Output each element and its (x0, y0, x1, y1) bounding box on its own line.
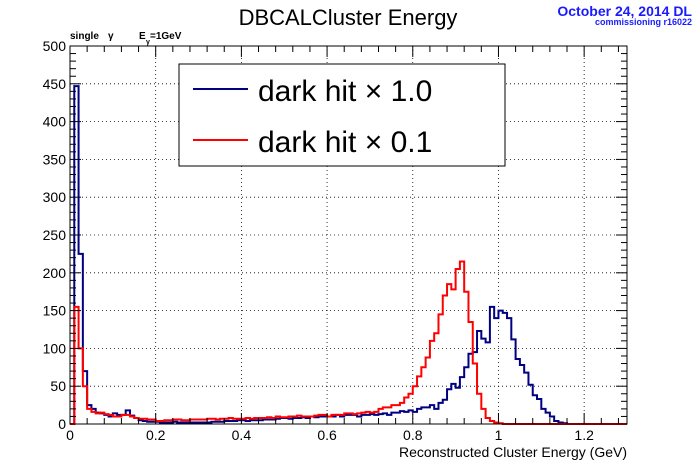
x-axis-title: Reconstructed Cluster Energy (GeV) (399, 444, 627, 460)
y-tick-label: 450 (43, 76, 67, 92)
x-tick-label: 0.6 (317, 427, 337, 443)
annotation-energy-value: =1GeV (150, 31, 182, 42)
tick-labels: 0 0.2 0.4 0.6 0.8 1 1.2 0 50 100 150 200 250 300 350 40… (43, 38, 594, 443)
y-tick-label: 300 (43, 189, 67, 205)
annotation: single γ E γ =1GeV (70, 31, 182, 46)
ticks (69, 45, 627, 425)
y-tick-label: 350 (43, 151, 67, 167)
y-tick-label: 400 (43, 114, 67, 130)
y-tick-label: 200 (43, 265, 67, 281)
x-tick-label: 1 (495, 427, 503, 443)
annotation-energy-e: E (139, 31, 146, 42)
annotation-energy-sub: γ (146, 39, 150, 46)
y-tick-label: 50 (50, 378, 66, 394)
series-line-1 (70, 85, 627, 425)
y-tick-label: 150 (43, 303, 67, 319)
run-stamp: commissioning r16022 (595, 17, 692, 27)
series-layer (70, 85, 627, 425)
y-tick-label: 250 (43, 227, 67, 243)
legend-label-series-1: dark hit × 1.0 (258, 75, 432, 108)
annotation-gamma: γ (108, 31, 114, 42)
x-tick-label: 1.2 (574, 427, 594, 443)
series-line-2 (70, 260, 627, 425)
y-tick-label: 500 (43, 38, 67, 54)
y-tick-label: 100 (43, 340, 67, 356)
x-tick-label: 0.8 (403, 427, 423, 443)
date-stamp: October 24, 2014 DL (557, 3, 692, 19)
legend-label-series-2: dark hit × 0.1 (258, 126, 432, 159)
grid (70, 46, 627, 424)
y-tick-label: 0 (58, 416, 66, 432)
x-tick-label: 0 (66, 427, 74, 443)
legend: dark hit × 1.0 dark hit × 0.1 (178, 63, 506, 167)
x-tick-label: 0.4 (232, 427, 252, 443)
annotation-single: single (70, 31, 99, 42)
legend-box (178, 63, 506, 167)
chart-title: DBCALCluster Energy (239, 5, 458, 30)
x-tick-label: 0.2 (146, 427, 166, 443)
